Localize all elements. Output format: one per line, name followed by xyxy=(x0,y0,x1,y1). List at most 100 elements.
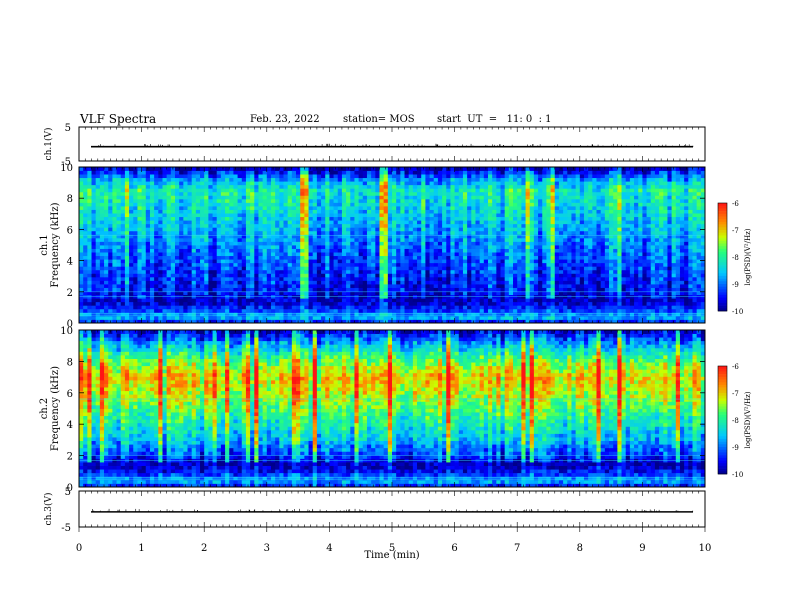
spectrogram-cell xyxy=(362,319,368,324)
spectrogram-cell xyxy=(609,298,614,303)
spectrogram-cell xyxy=(538,287,543,292)
spectrogram-cell xyxy=(229,280,234,285)
spectrogram-cell xyxy=(174,301,180,306)
spectrogram-cell xyxy=(525,305,531,310)
spectrogram-cell xyxy=(283,266,289,271)
spectrogram-cell xyxy=(296,301,301,306)
spectrogram-cell xyxy=(187,245,193,249)
spectrogram-cell xyxy=(538,216,543,221)
spectrogram-cell xyxy=(567,280,572,285)
spectrogram-cell xyxy=(104,298,109,303)
spectrogram-cell xyxy=(212,255,218,260)
spectrogram-cell xyxy=(575,255,581,260)
spectrogram-cell xyxy=(341,252,347,257)
spectrogram-cell xyxy=(671,213,677,218)
spectrogram-cell xyxy=(191,312,197,317)
spectrogram-cell xyxy=(233,266,238,271)
spectrogram-cell xyxy=(688,245,693,249)
spectrogram-cell xyxy=(362,237,368,242)
spectrogram-cell xyxy=(220,245,226,249)
spectrogram-cell xyxy=(358,241,364,246)
spectrogram-cell xyxy=(533,280,539,285)
spectrogram-cell xyxy=(262,223,268,228)
spectrogram-cell xyxy=(650,301,656,306)
spectrogram-cell xyxy=(404,308,410,313)
spectrogram-cell xyxy=(625,284,631,288)
spectrogram-cell xyxy=(375,241,380,246)
spectrogram-cell xyxy=(83,269,88,274)
spectrogram-cell xyxy=(245,227,251,232)
spectrogram-cell xyxy=(412,305,418,310)
spectrogram-cell xyxy=(688,223,693,228)
spectrogram-cell xyxy=(617,305,622,310)
spectrogram-cell xyxy=(279,301,284,306)
spectrogram-cell xyxy=(275,259,280,264)
spectrogram-cell xyxy=(87,319,92,324)
spectrogram-cell xyxy=(679,305,685,310)
spectrogram-cell xyxy=(149,259,155,264)
spectrogram-cell xyxy=(245,280,251,285)
spectrogram-cell xyxy=(629,216,635,221)
spectrogram-cell xyxy=(99,213,105,218)
spectrogram-cell xyxy=(442,266,447,271)
spectrogram-cell xyxy=(275,273,280,278)
spectrogram-cell xyxy=(95,234,101,239)
spectrogram-cell xyxy=(454,259,460,264)
spectrogram-cell xyxy=(346,273,351,278)
spectrogram-cell xyxy=(233,276,238,281)
spectrogram-cell xyxy=(613,284,618,288)
spectrogram-cell xyxy=(308,227,314,232)
spectrogram-cell xyxy=(479,298,485,303)
spectrogram-cell xyxy=(446,312,451,317)
spectrogram-cell xyxy=(220,241,226,246)
spectrogram-cell xyxy=(262,213,268,218)
spectrogram-cell xyxy=(354,223,360,228)
spectrogram-cell xyxy=(195,237,201,242)
spectrogram-cell xyxy=(621,237,627,242)
spectrogram-cell xyxy=(467,280,472,285)
spectrogram-cell xyxy=(120,298,126,303)
spectrogram-cell xyxy=(663,227,668,232)
spectrogram-cell xyxy=(600,319,606,324)
spectrogram-cell xyxy=(362,248,368,253)
spectrogram-cell xyxy=(279,252,284,257)
spectrogram-cell xyxy=(212,248,218,253)
spectrogram-cell xyxy=(91,284,97,288)
spectrogram-cell xyxy=(145,230,151,235)
spectrogram-cell xyxy=(437,230,443,235)
spectrogram-cell xyxy=(558,266,564,271)
spectrogram-cell xyxy=(208,273,213,278)
spectrogram-cell xyxy=(500,319,506,324)
spectrogram-cell xyxy=(270,230,276,235)
spectrogram-cell xyxy=(634,315,639,320)
spectrogram-cell xyxy=(567,319,572,324)
spectrogram-cell xyxy=(233,234,238,239)
spectrogram-cell xyxy=(629,287,635,292)
spectrogram-cell xyxy=(291,266,297,271)
spectrogram-cell xyxy=(383,262,389,267)
spectrogram-cell xyxy=(95,287,101,292)
spectrogram-cell xyxy=(558,273,564,278)
spectrogram-cell xyxy=(95,216,101,221)
spectrogram-cell xyxy=(508,301,514,306)
spectrogram-cell xyxy=(291,273,297,278)
spectrogram-cell xyxy=(162,227,168,232)
spectrogram-cell xyxy=(237,266,243,271)
spectrogram-cell xyxy=(550,241,556,246)
spectrogram-cell xyxy=(517,223,522,228)
spectrogram-cell xyxy=(400,241,405,246)
spectrogram-cell xyxy=(567,273,572,278)
spectrogram-cell xyxy=(108,220,113,225)
spectrogram-cell xyxy=(433,284,439,288)
spectrogram-cell xyxy=(617,298,622,303)
spectrogram-cell xyxy=(462,319,468,324)
spectrogram-cell xyxy=(421,223,426,228)
spectrogram-cell xyxy=(312,319,318,324)
spectrogram-cell xyxy=(212,312,218,317)
spectrogram-cell xyxy=(492,220,497,225)
spectrogram-cell xyxy=(550,273,556,278)
spectrogram-cell xyxy=(533,301,539,306)
spectrogram-cell xyxy=(296,220,301,225)
spectrogram-cell xyxy=(558,223,564,228)
spectrogram-cell xyxy=(592,291,597,296)
